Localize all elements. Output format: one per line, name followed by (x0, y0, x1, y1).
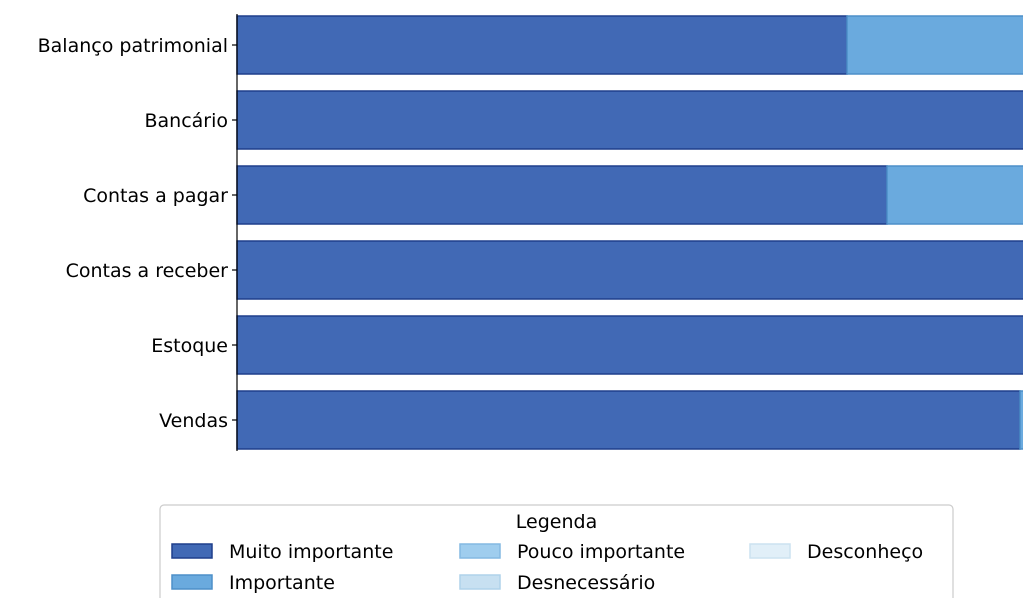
legend: Legenda Muito importante Importante Pouco … (159, 504, 954, 598)
bar-segment-2-0 (236, 165, 888, 225)
legend-label-3: Desnecessário (517, 572, 655, 594)
category-label-5: Vendas (159, 410, 228, 432)
legend-box (159, 504, 954, 598)
bar-segment-5-0 (236, 390, 1021, 450)
legend-label-2: Pouco importante (517, 541, 685, 563)
bar-segment-3-0 (236, 240, 1023, 300)
bar-segment-0-0 (236, 15, 848, 75)
bar-segment-1-0 (236, 90, 1023, 150)
legend-swatch-0 (171, 543, 213, 559)
legend-swatch-1 (171, 574, 213, 590)
legend-label-0: Muito importante (229, 541, 393, 563)
legend-items: Muito importante Importante Pouco importan… (171, 541, 923, 594)
legend-swatch-4 (749, 543, 791, 559)
bar-segment-5-1 (1019, 390, 1023, 450)
bar-segment-2-1 (886, 165, 1023, 225)
category-label-4: Estoque (151, 335, 228, 357)
category-label-0: Balanço patrimonial (38, 35, 228, 57)
legend-swatch-2 (459, 543, 501, 559)
legend-label-1: Importante (229, 572, 335, 594)
category-label-3: Contas a receber (66, 260, 229, 282)
category-label-2: Contas a pagar (83, 185, 228, 207)
legend-label-4: Desconheço (807, 541, 923, 563)
legend-swatch-3 (459, 574, 501, 590)
bars-group (236, 15, 1023, 450)
legend-title: Legenda (516, 511, 597, 533)
bar-segment-4-0 (236, 315, 1023, 375)
category-label-1: Bancário (144, 110, 228, 132)
bar-segment-0-1 (846, 15, 1023, 75)
category-labels-group: Balanço patrimonial Bancário Contas a paga… (38, 35, 237, 432)
